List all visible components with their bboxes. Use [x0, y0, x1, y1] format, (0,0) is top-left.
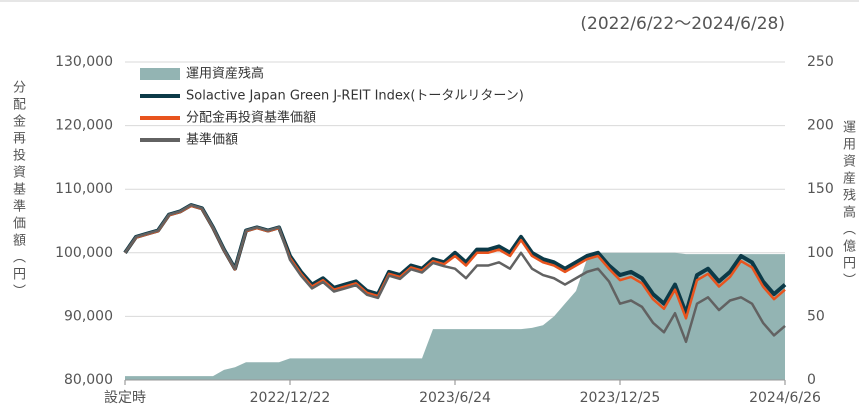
- x-tick-label: 2023/6/24: [419, 390, 491, 406]
- y2-tick-label: 0: [807, 372, 816, 388]
- x-tick-label: 2023/12/25: [580, 390, 661, 406]
- legend-label: Solactive Japan Green J-REIT Index(トータルリ…: [186, 89, 524, 104]
- y-tick-label: 100,000: [55, 245, 113, 261]
- chart-title: (2022/6/22〜2024/6/28): [580, 14, 785, 34]
- x-tick-label: 2022/12/22: [250, 390, 331, 406]
- y-tick-label: 90,000: [64, 308, 113, 324]
- legend-swatch: [140, 68, 180, 80]
- y2-axis-label: 運用資産残高（億円）: [840, 120, 855, 290]
- y-tick-label: 130,000: [55, 54, 113, 70]
- y-axis-label: 分配金再投資基準価額（円）: [10, 80, 25, 301]
- y-tick-label: 110,000: [55, 181, 113, 197]
- y2-tick-label: 100: [807, 245, 834, 261]
- legend-label: 分配金再投資基準価額: [186, 110, 316, 126]
- y2-tick-label: 200: [807, 118, 834, 134]
- area: [125, 252, 785, 380]
- x-tick-label: 2024/6/26: [749, 390, 821, 406]
- y-tick-label: 80,000: [64, 372, 113, 388]
- legend-label: 基準価額: [186, 132, 238, 148]
- y2-tick-label: 50: [807, 308, 825, 324]
- x-tick-label: 設定時: [104, 390, 146, 406]
- y2-tick-label: 150: [807, 181, 834, 197]
- y-tick-label: 120,000: [55, 118, 113, 134]
- line: [123, 203, 786, 344]
- legend-label: 運用資産残高: [186, 66, 264, 82]
- y2-tick-label: 250: [807, 54, 834, 70]
